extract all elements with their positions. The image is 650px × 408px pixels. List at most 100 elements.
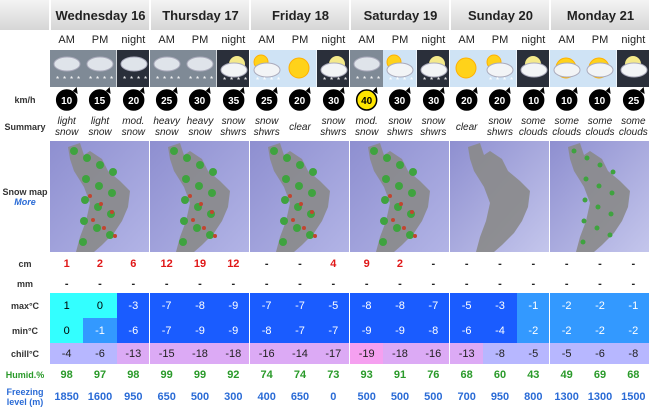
weather-icon: * * * *	[116, 50, 150, 87]
wind-speed: 30	[428, 96, 440, 107]
rain-mm: -	[198, 278, 202, 290]
wind-speed: 25	[628, 96, 640, 107]
max-temp: -9	[216, 293, 250, 318]
humid-label: Humid.%	[5, 370, 45, 380]
svg-text:*: *	[230, 76, 233, 85]
rain-mm: -	[498, 278, 502, 290]
svg-text:*: *	[56, 75, 59, 84]
period-label: PM	[191, 34, 209, 46]
rain-mm: -	[64, 278, 69, 290]
summary: snow shwrs	[253, 116, 280, 138]
svg-text:*: *	[144, 75, 147, 84]
min-temp: 0	[50, 318, 84, 343]
min-temp: -6	[116, 318, 150, 343]
summary: snow shwrs	[386, 116, 414, 138]
period-label: AM	[458, 34, 475, 46]
chill-temp: -4	[50, 343, 84, 364]
svg-text:*: *	[244, 76, 247, 85]
svg-text:*: *	[70, 75, 73, 84]
min-temp: -1	[83, 318, 117, 343]
summary: snow shwrs	[486, 116, 514, 138]
min-temp: -7	[316, 318, 350, 343]
min-temp: -2	[516, 318, 550, 343]
humidity: 49	[560, 369, 573, 381]
chill-temp: -8	[483, 343, 517, 364]
max-temp: -8	[350, 293, 384, 318]
snow-cm: 4	[330, 257, 337, 270]
rain-mm: -	[131, 278, 136, 290]
summary: light snow	[54, 116, 79, 138]
svg-text:*: *	[389, 76, 392, 85]
min-temp: -8	[416, 318, 450, 343]
max-temp: -3	[483, 293, 517, 318]
svg-text:*: *	[156, 75, 159, 84]
freezing-level: 500	[190, 391, 210, 403]
chill-temp: -13	[116, 343, 150, 364]
period-label: night	[621, 34, 646, 46]
rain-mm: -	[364, 278, 369, 290]
day-separator	[549, 0, 550, 408]
chill-temp: -6	[83, 343, 117, 364]
snow-cm: 19	[193, 257, 207, 270]
day-separator	[449, 0, 450, 408]
freezing-level: 0	[330, 391, 337, 403]
more-link[interactable]: More	[14, 196, 36, 207]
wind-speed: 10	[594, 96, 606, 107]
snow-cm: -	[598, 257, 602, 270]
rain-mm: -	[531, 278, 536, 290]
weather-icon: * * * *	[250, 50, 284, 87]
weather-icon: * * * *	[416, 50, 450, 87]
max-label: max°C	[10, 300, 40, 311]
svg-text:*: *	[356, 75, 359, 84]
snow-cm: -	[564, 257, 569, 270]
day-header: Monday 21	[550, 0, 650, 30]
summary: snow shwrs	[320, 116, 347, 138]
weather-icon: * * * *	[316, 50, 350, 87]
chill-temp: -16	[250, 343, 284, 364]
svg-text:*: *	[437, 76, 440, 85]
svg-text:*: *	[363, 75, 366, 84]
freezing-level: 1850	[54, 391, 79, 403]
rain-mm: -	[598, 278, 602, 290]
max-temp: -8	[183, 293, 217, 318]
snow-label: cm	[18, 258, 32, 269]
svg-text:*: *	[270, 76, 273, 85]
snow-map	[150, 141, 250, 252]
wind-icon: 10	[522, 87, 545, 111]
humidity: 68	[460, 369, 473, 381]
snow-map	[50, 141, 150, 252]
day-header: Saturday 19	[350, 0, 450, 30]
summary: some clouds	[618, 116, 648, 138]
period-label: night	[521, 34, 546, 46]
day-separator	[249, 0, 250, 408]
wind-icon: 30	[422, 87, 445, 111]
chill-temp: -5	[550, 343, 584, 364]
humidity: 91	[393, 369, 407, 381]
svg-text:*: *	[396, 76, 399, 85]
period-label: night	[421, 34, 446, 46]
chill-label: chill°C	[10, 348, 40, 359]
humidity: 74	[293, 369, 307, 381]
period-label: AM	[58, 34, 75, 46]
rain-mm: -	[231, 278, 236, 290]
snow-cm: -	[498, 257, 502, 270]
svg-text:*: *	[370, 75, 373, 84]
max-temp: 1	[50, 293, 84, 318]
svg-text:*: *	[237, 76, 240, 85]
wind-speed: 15	[94, 96, 106, 107]
weather-icon	[450, 50, 484, 87]
freezing-level: 800	[524, 391, 543, 403]
period-label: night	[121, 34, 146, 46]
weather-icon: * * * *	[183, 50, 217, 87]
max-temp: -2	[550, 293, 584, 318]
day-separator	[349, 0, 350, 408]
weather-icon: * * * *	[350, 50, 384, 87]
summary: light snow	[88, 116, 112, 138]
day-header: Sunday 20	[450, 0, 550, 30]
svg-text:*: *	[263, 76, 266, 85]
weather-icon	[283, 50, 317, 87]
period-label: PM	[591, 34, 609, 46]
humidity: 69	[593, 369, 607, 381]
rain-mm: -	[264, 278, 269, 290]
